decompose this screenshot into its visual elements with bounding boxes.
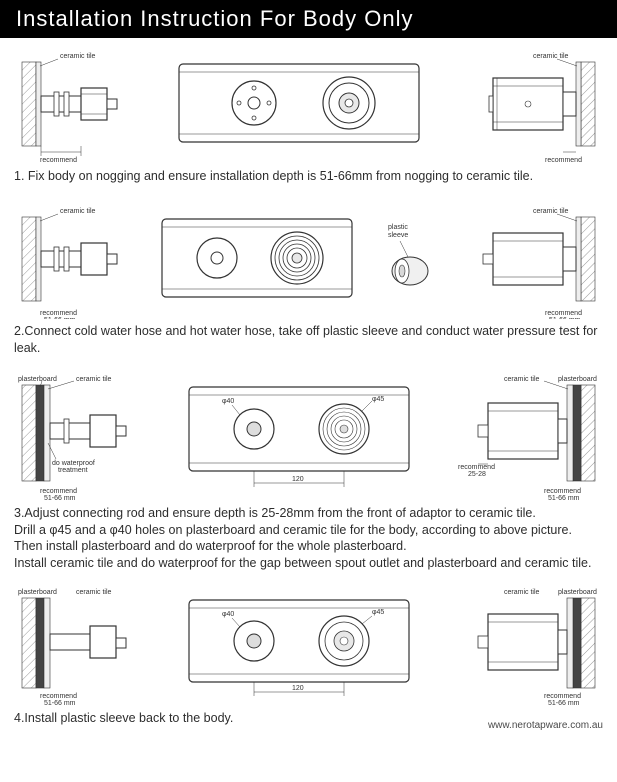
svg-text:51-66 mm: 51-66 mm bbox=[548, 700, 580, 706]
svg-text:25-28: 25-28 bbox=[468, 471, 486, 478]
svg-text:plasterboard: plasterboard bbox=[558, 376, 597, 383]
section-3: plasterboard ceramic tile do waterproof … bbox=[0, 365, 617, 581]
svg-text:ceramic tile: ceramic tile bbox=[60, 53, 96, 60]
svg-text:51-66 mm: 51-66 mm bbox=[44, 317, 76, 319]
svg-text:51-66 mm: 51-66 mm bbox=[44, 495, 76, 501]
diagram-2-sleeve: plastic sleeve bbox=[380, 199, 440, 319]
diagram-row-1: ceramic tile recommend 51-66 mm bbox=[14, 44, 603, 164]
diagram-2-right: ceramic tile recommend 51-66 mm bbox=[463, 199, 603, 319]
diagram-3-center: φ40 φ45 120 bbox=[184, 371, 414, 501]
svg-text:120: 120 bbox=[292, 685, 304, 692]
svg-text:recommend: recommend bbox=[544, 693, 581, 700]
step-2-text: 2.Connect cold water hose and hot water … bbox=[14, 323, 603, 357]
diagram-3-left: plasterboard ceramic tile do waterproof … bbox=[14, 371, 149, 501]
svg-text:φ45: φ45 bbox=[372, 609, 384, 616]
diagram-row-4: plasterboard ceramic tile recommend 51-6… bbox=[14, 586, 603, 706]
footer-url: www.nerotapware.com.au bbox=[488, 720, 603, 731]
svg-text:recommend: recommend bbox=[545, 157, 582, 164]
svg-text:plasterboard: plasterboard bbox=[18, 376, 57, 383]
svg-text:do waterproof: do waterproof bbox=[52, 460, 95, 467]
svg-text:51-66 mm: 51-66 mm bbox=[44, 700, 76, 706]
diagram-4-left: plasterboard ceramic tile recommend 51-6… bbox=[14, 586, 149, 706]
svg-text:recommend: recommend bbox=[40, 693, 77, 700]
svg-text:ceramic tile: ceramic tile bbox=[504, 589, 540, 596]
svg-text:ceramic tile: ceramic tile bbox=[60, 208, 96, 215]
section-4: plasterboard ceramic tile recommend 51-6… bbox=[0, 580, 617, 735]
diagram-1-right: ceramic tile recommend 51-66 mm bbox=[463, 44, 603, 164]
diagram-2-left: ceramic tile recommend 51-66 mm bbox=[14, 199, 134, 319]
diagram-1-left: ceramic tile recommend 51-66 mm bbox=[14, 44, 134, 164]
diagram-4-right: ceramic tile plasterboard recommend 51-6… bbox=[448, 586, 603, 706]
svg-text:φ40: φ40 bbox=[222, 398, 234, 405]
title-bar: Installation Instruction For Body Only bbox=[0, 0, 617, 38]
section-2: ceramic tile recommend 51-66 mm bbox=[0, 193, 617, 365]
svg-text:sleeve: sleeve bbox=[388, 232, 408, 239]
step-3-text: 3.Adjust connecting rod and ensure depth… bbox=[14, 505, 603, 573]
svg-text:51-66 mm: 51-66 mm bbox=[549, 317, 581, 319]
svg-text:ceramic tile: ceramic tile bbox=[76, 589, 112, 596]
diagram-2-center bbox=[157, 199, 357, 319]
svg-text:plastic: plastic bbox=[388, 224, 408, 231]
diagram-1-center bbox=[174, 44, 424, 164]
svg-text:plasterboard: plasterboard bbox=[18, 589, 57, 596]
svg-text:51-66 mm: 51-66 mm bbox=[548, 495, 580, 501]
svg-text:ceramic tile: ceramic tile bbox=[76, 376, 112, 383]
step-1-text: 1. Fix body on nogging and ensure instal… bbox=[14, 168, 603, 185]
svg-text:recommend: recommend bbox=[40, 488, 77, 495]
svg-text:treatment: treatment bbox=[58, 467, 88, 474]
svg-text:recommend: recommend bbox=[545, 310, 582, 317]
section-1: ceramic tile recommend 51-66 mm bbox=[0, 38, 617, 193]
diagram-3-right: ceramic tile plasterboard recommend 25-2… bbox=[448, 371, 603, 501]
page-title: Installation Instruction For Body Only bbox=[16, 6, 414, 31]
svg-text:ceramic tile: ceramic tile bbox=[533, 208, 569, 215]
svg-text:φ45: φ45 bbox=[372, 396, 384, 403]
svg-text:recommend: recommend bbox=[40, 157, 77, 164]
svg-text:plasterboard: plasterboard bbox=[558, 589, 597, 596]
svg-text:120: 120 bbox=[292, 476, 304, 483]
diagram-row-2: ceramic tile recommend 51-66 mm bbox=[14, 199, 603, 319]
svg-text:ceramic tile: ceramic tile bbox=[533, 53, 569, 60]
svg-text:recommend: recommend bbox=[544, 488, 581, 495]
diagram-row-3: plasterboard ceramic tile do waterproof … bbox=[14, 371, 603, 501]
svg-text:φ40: φ40 bbox=[222, 611, 234, 618]
svg-text:ceramic tile: ceramic tile bbox=[504, 376, 540, 383]
svg-text:recommend: recommend bbox=[458, 464, 495, 471]
svg-text:recommend: recommend bbox=[40, 310, 77, 317]
diagram-4-center: φ40 φ45 120 bbox=[184, 586, 414, 706]
